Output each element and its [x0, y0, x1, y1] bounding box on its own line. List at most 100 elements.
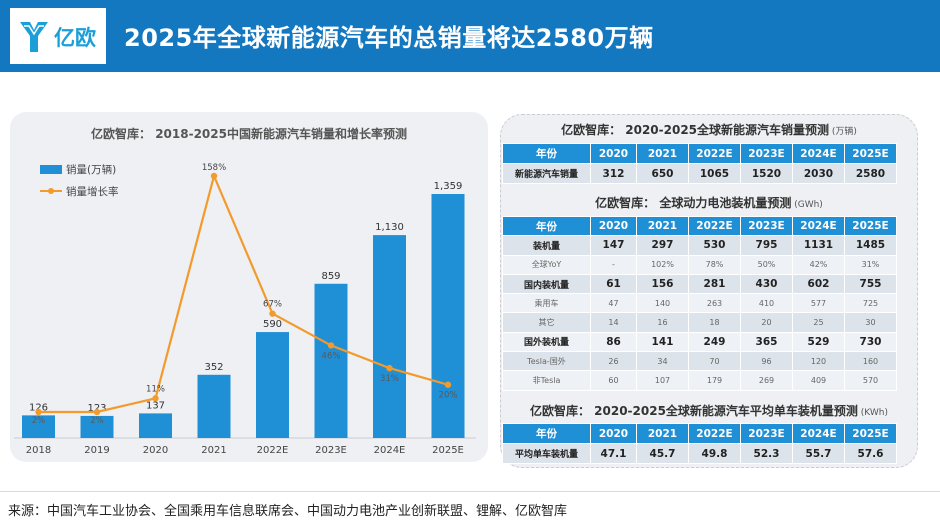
table-cell: 47.1 [590, 443, 637, 464]
table-title: 亿欧智库： 2020-2025全球新能源汽车销量预测 (万辆) [500, 121, 918, 138]
table-cell: 269 [740, 370, 793, 391]
growth-rate-label: 2% [32, 416, 46, 426]
bar-value-label: 1,130 [375, 222, 404, 233]
x-tick-label: 2025E [432, 445, 464, 456]
table-cell: 34 [636, 351, 689, 372]
table-title-text: 亿欧智库： 2020-2025全球新能源汽车平均单车装机量预测 [529, 404, 858, 418]
table-header-cell: 2025E [844, 423, 897, 444]
table-cell: 140 [636, 293, 689, 314]
table-title: 亿欧智库： 2020-2025全球新能源汽车平均单车装机量预测 (KWh) [500, 402, 918, 419]
chart-panel [10, 112, 488, 462]
table-cell: 1131 [792, 235, 845, 256]
table-cell: 1065 [688, 163, 741, 184]
growth-rate-point [210, 172, 218, 180]
table-header-cell: 2024E [792, 423, 845, 444]
table-row: 装机量 147 297 530 795 1131 1485 [502, 235, 897, 256]
table-cell: 725 [844, 293, 897, 314]
table-cell: 297 [636, 235, 689, 256]
table-cell: 107 [636, 370, 689, 391]
growth-rate-label: 158% [202, 163, 226, 173]
growth-rate-label: 11% [146, 384, 165, 394]
table-cell: 263 [688, 293, 741, 314]
table-header-cell: 2023E [740, 215, 793, 237]
growth-rate-point [35, 408, 42, 416]
table-title-text: 亿欧智库： 全球动力电池装机量预测 [595, 196, 792, 210]
growth-rate-point [444, 381, 452, 388]
legend-bar-swatch [40, 165, 62, 174]
legend-bar-label: 销量(万辆) [66, 163, 116, 176]
bar-value-label: 137 [146, 400, 165, 411]
table-cell: 30 [844, 312, 897, 333]
table-cell: 120 [792, 351, 845, 372]
table-cell: 78% [688, 254, 741, 275]
x-tick-label: 2024E [374, 445, 406, 456]
table-header-cell: 2022E [688, 143, 741, 164]
table-cell: 249 [688, 331, 741, 353]
table-header-cell: 2020 [590, 215, 637, 237]
bar-value-label: 352 [204, 362, 223, 373]
bar-2024E [373, 235, 406, 438]
header-bar: 亿欧 2025年全球新能源汽车的总销量将达2580万辆 [0, 0, 940, 72]
bar-value-label: 590 [263, 319, 282, 330]
table-unit: (KWh) [857, 408, 889, 418]
x-tick-label: 2018 [26, 445, 51, 456]
data-table: 年份 2020 2021 2022E 2023E 2024E 2025E 新能源汽车销量 312… [502, 143, 897, 184]
table-cell: 86 [590, 331, 637, 353]
table-row: 平均单车装机量 47.1 45.7 49.8 52.3 55.7 57.6 [502, 443, 897, 464]
table-cell: 795 [740, 235, 793, 256]
legend-line-label: 销量增长率 [66, 185, 119, 198]
table-cell: 其它 [502, 312, 591, 333]
table-cell: 570 [844, 370, 897, 391]
table-cell: 16 [636, 312, 689, 333]
growth-rate-point [386, 364, 393, 372]
table-row: 全球YoY -102% 78% 50% 42% 31% [502, 254, 897, 275]
data-table: 年份 2020 2021 2022E 2023E 2024E 2025E 装机量 147 297 5… [502, 215, 897, 391]
table-header-row: 年份 2020 2021 2022E 2023E 2024E 2025E [502, 143, 897, 164]
table-cell: 57.6 [844, 443, 897, 464]
table-header-cell: 2020 [590, 143, 637, 164]
table-cell: 2580 [844, 163, 897, 184]
logo-y-icon [20, 22, 48, 52]
table-row: Tesla-国外 26 34 70 96 120 160 [502, 351, 897, 372]
table-cell: - [590, 254, 637, 275]
bar-2020 [139, 413, 172, 438]
table-cell: 409 [792, 370, 845, 391]
table-cell: 365 [740, 331, 793, 353]
table-row: 新能源汽车销量 312 650 1065 1520 2030 2580 [502, 163, 897, 184]
x-tick-label: 2019 [84, 445, 109, 456]
table-cell: Tesla-国外 [502, 351, 591, 372]
bar-2021 [197, 374, 231, 438]
bar-2018 [22, 415, 55, 438]
growth-rate-label: 20% [439, 391, 458, 401]
growth-rate-label: 2% [90, 416, 104, 426]
bar-value-label: 126 [29, 402, 48, 413]
table-row: 乘用车 47 140 263 410 577 725 [502, 293, 897, 314]
growth-rate-label: 46% [322, 351, 341, 361]
table-cell: 102% [636, 254, 689, 275]
table-cell: 96 [740, 351, 793, 372]
logo-text: 亿欧 [54, 26, 96, 50]
table-cell: 45.7 [636, 443, 689, 464]
table-header-cell: 2025E [844, 143, 897, 164]
table-cell: 529 [792, 331, 845, 353]
table-cell: 281 [688, 273, 741, 295]
table-cell: 25 [792, 312, 845, 333]
table-row: 其它 14 16 18 20 25 30 [502, 312, 897, 333]
table-header-cell: 年份 [502, 423, 591, 444]
table-row: 国外装机量 86 141 249 365 529 730 [502, 331, 897, 353]
table-row: 国内装机量 61 156 281 430 602 755 [502, 273, 897, 295]
table-header-cell: 2022E [688, 423, 741, 444]
table-cell: 430 [740, 273, 793, 295]
table-header-cell: 年份 [502, 143, 591, 164]
logo: 亿欧 [10, 8, 106, 64]
growth-rate-line [38, 172, 449, 414]
legend-line-marker [48, 188, 54, 194]
table-title-text: 亿欧智库： 2020-2025全球新能源汽车销量预测 [561, 123, 830, 137]
table-cell: 530 [688, 235, 741, 256]
table-unit: (万辆) [829, 127, 857, 137]
table-header-cell: 2024E [792, 215, 845, 237]
chart-title: 亿欧智库： 2018-2025中国新能源汽车销量和增长率预测 [91, 127, 407, 141]
table-unit: (GWh) [791, 200, 823, 210]
table-cell: 50% [740, 254, 793, 275]
